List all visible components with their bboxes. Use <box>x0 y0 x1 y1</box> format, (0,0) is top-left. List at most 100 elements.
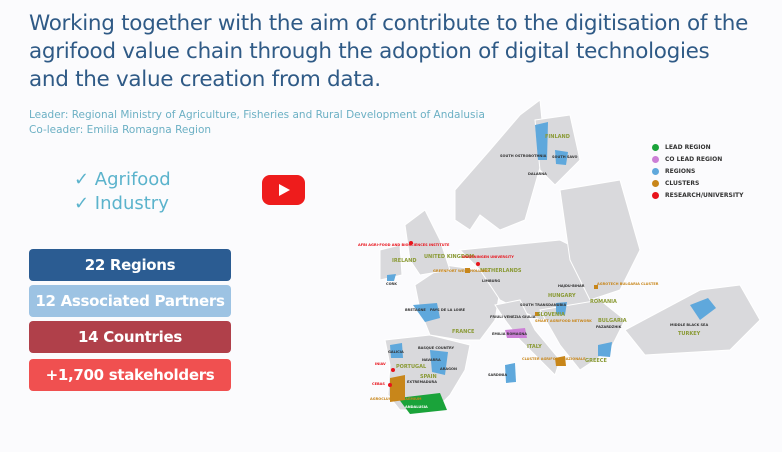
sector-list: ✓ Agrifood ✓ Industry <box>74 168 171 216</box>
legend-label: LEAD REGION <box>665 143 711 151</box>
map-label-cluster: SMART AGRIFOOD NETWORK <box>535 319 592 323</box>
legend-item-lead-region: LEAD REGION <box>652 141 744 153</box>
research-marker <box>476 262 480 266</box>
map-label-spain: SPAIN <box>420 374 437 380</box>
stat-associated-partners: 12 Associated Partners <box>29 285 231 317</box>
stat-countries: 14 Countries <box>29 321 231 353</box>
legend-item-research: RESEARCH/UNIVERSITY <box>652 189 744 201</box>
map-label-cluster: AGROTECH BULGARIA CLUSTER <box>597 282 659 286</box>
map-label-research: INIAV <box>375 362 386 366</box>
legend-dot-icon <box>652 155 659 163</box>
map-label-aragon: ARAGON <box>440 367 457 371</box>
region-andalusia <box>398 393 447 414</box>
sector-item-agrifood: ✓ Agrifood <box>74 169 171 190</box>
map-label-emilia-romagna: EMILIA ROMAGNA <box>492 332 527 336</box>
region-navarra-aragon <box>430 350 448 375</box>
leader-text: Leader: Regional Ministry of Agriculture… <box>29 109 485 121</box>
map-uk <box>404 209 451 276</box>
region-finland <box>535 122 548 160</box>
legend-dot-icon <box>652 167 659 175</box>
cluster-marker <box>555 356 566 366</box>
cluster-marker <box>535 312 539 316</box>
map-label-bulgaria: BULGARIA <box>598 318 627 324</box>
europe-map: IRELAND UNITED KINGDOM NETHERLANDS FRANC… <box>358 99 761 414</box>
legend-label: RESEARCH/UNIVERSITY <box>665 191 744 199</box>
map-eastern-europe <box>559 179 641 301</box>
map-label-sardinia: SARDINIA <box>488 373 507 377</box>
map-label-south-ostrobothnia: SOUTH OSTROBOTHNIA <box>500 154 547 158</box>
legend-item-regions: REGIONS <box>652 165 744 177</box>
map-label-netherlands: NETHERLANDS <box>480 268 522 274</box>
map-label-cork: CORK <box>386 282 397 286</box>
map-label-pazardzhik: PAZARDZHIK <box>596 325 622 329</box>
map-label-uk: UNITED KINGDOM <box>424 254 474 260</box>
map-label-navarra: NAVARRA <box>422 358 441 362</box>
legend-dot-icon <box>652 191 659 199</box>
legend-label: CO LEAD REGION <box>665 155 723 163</box>
cluster-marker <box>465 268 470 273</box>
region-bretagne <box>413 303 440 322</box>
region-extremadura <box>390 375 405 402</box>
region-galicia <box>390 343 403 358</box>
map-label-friuli: FRIULI VENEZIA GIULIA <box>490 315 536 319</box>
map-label-bretagne: BRETAGNE <box>405 308 426 312</box>
map-label-south-transdanubia: SOUTH TRANSDANUBIA <box>520 303 566 307</box>
map-label-cluster: GREENPORT WEST-HOLLAND <box>433 269 489 273</box>
map-label-research: CEBAS <box>372 382 385 386</box>
region-greece <box>598 342 612 357</box>
map-label-dalarna: DALARNA <box>528 172 547 176</box>
region-sardinia <box>505 363 516 383</box>
map-label-finland: FINLAND <box>545 134 570 140</box>
region-south-savo <box>555 150 568 165</box>
map-label-research: AFBI AGRI-FOOD AND BIOSCIENCES INSTITUTE <box>358 243 450 247</box>
map-label-italy: ITALY <box>527 344 542 350</box>
map-label-turkey: TURKEY <box>678 331 701 337</box>
map-label-hajdu-bihar: HAJDU-BIHAR <box>558 284 585 288</box>
map-label-basque: BASQUE COUNTRY <box>418 346 455 350</box>
region-emilia-romagna <box>505 328 527 338</box>
map-label-cluster: CLUSTER AGRIFOOD NAZIONALE <box>522 357 586 361</box>
legend-label: CLUSTERS <box>665 179 700 187</box>
map-label-hungary: HUNGARY <box>548 293 576 299</box>
co-leader-text: Co-leader: Emilia Romagna Region <box>29 123 212 136</box>
legend-item-clusters: CLUSTERS <box>652 177 744 189</box>
legend-label: REGIONS <box>665 167 696 175</box>
legend-dot-icon <box>652 143 659 151</box>
map-label-andalusia: ANDALUSIA <box>405 405 428 409</box>
map-turkey <box>624 284 761 356</box>
legend-dot-icon <box>652 179 659 187</box>
legend-item-co-lead-region: CO LEAD REGION <box>652 153 744 165</box>
page-title: Working together with the aim of contrib… <box>29 11 749 92</box>
cluster-marker <box>594 285 598 289</box>
stat-stakeholders: +1,700 stakeholders <box>29 359 231 391</box>
map-ireland <box>379 244 403 281</box>
region-hungary <box>556 302 567 315</box>
map-france <box>414 264 501 341</box>
research-marker <box>391 368 395 372</box>
sector-item-industry: ✓ Industry <box>74 193 169 214</box>
map-italy <box>494 299 561 376</box>
map-scandinavia <box>454 99 546 231</box>
stat-regions: 22 Regions <box>29 249 231 281</box>
map-label-limburg: LIMBURG <box>482 279 500 283</box>
map-label-greece: GREECE <box>585 358 607 364</box>
map-label-france: FRANCE <box>452 329 475 335</box>
map-label-galicia: GALICIA <box>388 350 404 354</box>
map-legend: LEAD REGION CO LEAD REGION REGIONS CLUST… <box>652 141 744 201</box>
region-middle-black-sea <box>690 298 716 320</box>
map-label-portugal: PORTUGAL <box>396 364 427 370</box>
research-marker <box>388 383 392 387</box>
map-label-middle-black-sea: MIDDLE BLACK SEA <box>670 323 708 327</box>
leader-info: Leader: Regional Ministry of Agriculture… <box>29 108 485 137</box>
youtube-play-icon[interactable] <box>262 175 305 205</box>
map-label-romania: ROMANIA <box>590 299 617 305</box>
map-label-south-savo: SOUTH SAVO <box>552 155 578 159</box>
region-cork <box>387 274 396 281</box>
map-highlights <box>387 122 716 414</box>
map-label-research: WAGENINGEN UNIVERSITY <box>462 255 514 259</box>
map-label-cluster: AGROCLUSTER PRAEMIUM <box>370 397 422 401</box>
map-label-ireland: IRELAND <box>392 258 417 264</box>
map-label-slovenia: SLOVENIA <box>537 312 565 318</box>
research-marker <box>409 241 413 245</box>
map-label-pays-de-la-loire: PAYS DE LA LOIRE <box>430 308 466 312</box>
